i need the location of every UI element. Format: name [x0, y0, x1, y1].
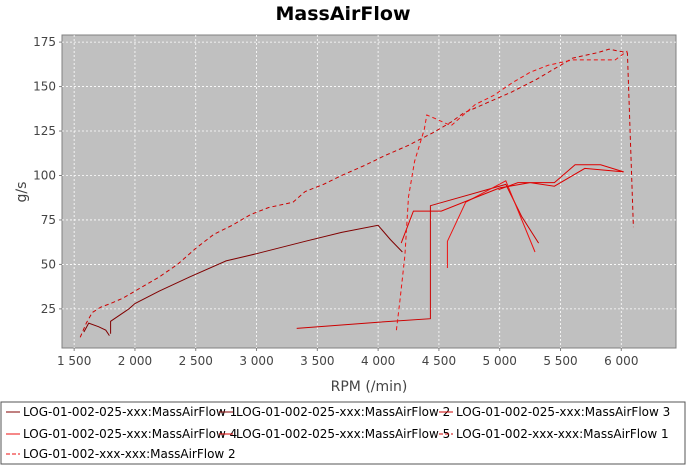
- x-tick-label: 4 000: [361, 354, 395, 368]
- chart-title: MassAirFlow: [275, 3, 410, 25]
- x-tick-label: 2 500: [179, 354, 213, 368]
- legend-item: LOG-01-002-025-xxx:MassAirFlow 3: [456, 405, 670, 419]
- y-tick-label: 75: [41, 213, 56, 227]
- x-tick-label: 4 500: [422, 354, 456, 368]
- x-axis: 1 500 2 000 2 500 3 000 3 500 4 000 4 500 5 000…: [57, 348, 638, 368]
- y-tick-label: 150: [33, 80, 56, 94]
- series-line-1: [83, 322, 110, 336]
- series-line-3: [296, 183, 540, 329]
- x-tick-label: 5 000: [483, 354, 517, 368]
- series-line-2: [110, 224, 403, 334]
- x-tick-label: 3 000: [239, 354, 273, 368]
- x-axis-label: RPM (/min): [331, 379, 408, 395]
- x-tick-label: 1 500: [57, 354, 91, 368]
- y-tick-label: 25: [41, 302, 56, 316]
- x-tick-label: 5 500: [543, 354, 577, 368]
- x-tick-label: 2 000: [118, 354, 152, 368]
- legend-item: LOG-01-002-025-xxx:MassAirFlow 5: [236, 427, 450, 441]
- legend-item: LOG-01-002-xxx-xxx:MassAirFlow 1: [456, 427, 669, 441]
- legend-item: LOG-01-002-xxx-xxx:MassAirFlow 2: [23, 447, 236, 461]
- series-lines: [79, 48, 634, 338]
- legend-item: LOG-01-002-025-xxx:MassAirFlow 4: [23, 427, 237, 441]
- series-line-7: [395, 50, 628, 331]
- y-tick-label: 175: [33, 35, 56, 49]
- series-line-4: [446, 180, 536, 268]
- series-line-6: [79, 48, 634, 338]
- y-axis: 25 50 75 100 125 150 175: [33, 35, 62, 316]
- y-tick-label: 50: [41, 257, 56, 271]
- y-tick-label: 125: [33, 124, 56, 138]
- legend-box: [0, 401, 686, 465]
- x-tick-label: 3 500: [300, 354, 334, 368]
- y-axis-label: g/s: [14, 182, 30, 203]
- plot-area: [61, 34, 677, 349]
- grid-lines: [62, 35, 676, 348]
- x-tick-label: 6 000: [604, 354, 638, 368]
- series-line-5: [400, 164, 624, 244]
- legend-item: LOG-01-002-025-xxx:MassAirFlow 1: [23, 405, 237, 419]
- y-tick-label: 100: [33, 168, 56, 182]
- legend-item: LOG-01-002-025-xxx:MassAirFlow 2: [236, 405, 450, 419]
- legend: LOG-01-002-025-xxx:MassAirFlow 1LOG-01-0…: [6, 405, 670, 461]
